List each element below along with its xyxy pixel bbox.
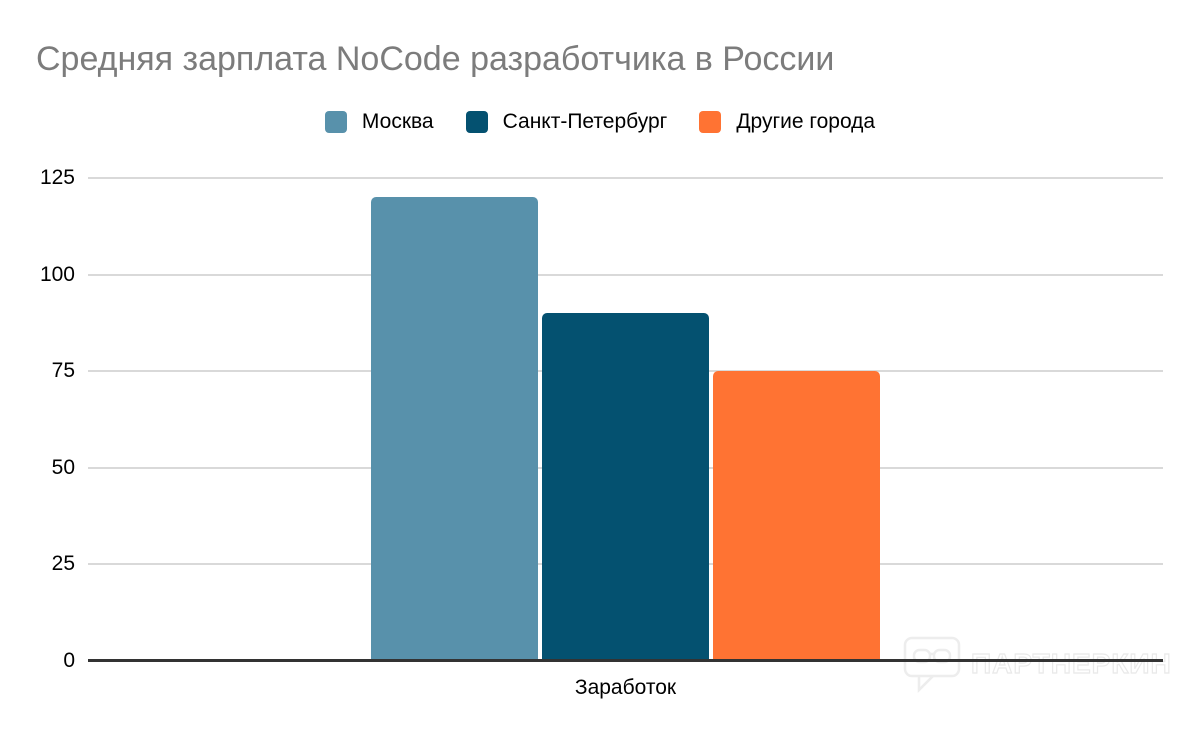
legend-label: Москва [361,110,434,133]
y-axis-tick-label: 75 [51,359,75,383]
legend-item-2: Другие города [699,110,875,134]
y-axis-tick-label: 25 [51,552,75,576]
legend-swatch-icon [465,111,488,133]
bar-group [88,178,1163,661]
x-axis-line [88,659,1163,662]
gridline [88,177,1163,179]
x-axis-label: Заработок [574,676,677,699]
watermark: ПАРТНЕРКИН [903,634,1172,694]
bar-series-2 [713,371,880,661]
legend-label: Другие города [736,110,876,133]
bar-series-0 [371,197,538,661]
legend: Москва Санкт-Петербург Другие города [0,110,1200,134]
bar-series-1 [542,313,709,661]
watermark-text: ПАРТНЕРКИН [970,647,1172,679]
legend-swatch-icon [699,111,722,133]
gridline [88,273,1163,276]
y-axis-tick-label: 125 [39,166,75,189]
plot-area [88,177,1163,662]
y-axis-tick-label: 0 [63,649,75,672]
legend-swatch-icon [324,111,347,133]
chart-title: Средняя зарплата NoCode разработчика в Р… [36,40,835,78]
speech-bubble-glasses-icon [903,636,961,694]
y-axis-tick-label: 50 [51,455,75,479]
legend-item-1: Санкт-Петербург [465,110,668,134]
legend-label: Санкт-Петербург [502,110,668,133]
y-axis-tick-labels: 0 25 50 75 100 125 [0,166,75,672]
legend-item-0: Москва [324,110,434,134]
y-axis-tick-label: 100 [39,262,75,286]
